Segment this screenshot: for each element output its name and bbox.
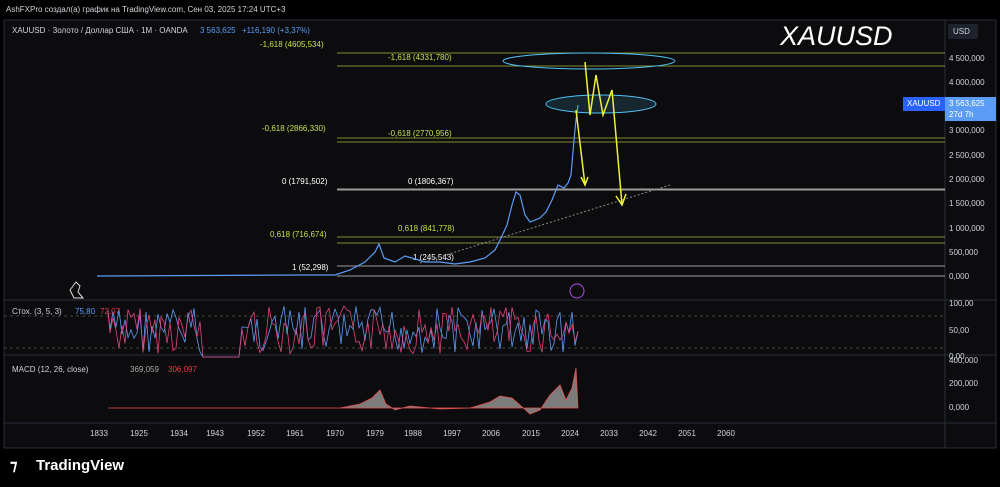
fib-label: -1,618 (4331,780): [388, 53, 452, 62]
time-tick-label: 2015: [522, 429, 540, 438]
price-tick-label: 2 000,000: [949, 175, 985, 184]
fib-label: -0,618 (2866,330): [262, 124, 326, 133]
price-badge-countdown: 27d 7h: [949, 110, 973, 119]
footer-brand: TradingView: [36, 457, 124, 474]
time-tick-label: 1988: [404, 429, 422, 438]
macd-histogram: [108, 367, 579, 415]
fib-label: 0 (1791,502): [282, 177, 328, 186]
price-tick-label: 4 500,000: [949, 54, 985, 63]
stoch-d-line: [107, 305, 579, 358]
fib-label: 1 (245,543): [413, 253, 454, 262]
macd-tick-label: 400,000: [949, 356, 978, 365]
fib-label: -0,618 (2770,956): [388, 129, 452, 138]
macd-name: MACD (12, 26, close): [12, 365, 89, 374]
stoch-d: 72,07: [100, 307, 121, 316]
event-icon: [569, 283, 585, 299]
time-tick-label: 2033: [600, 429, 618, 438]
price-tick-label: 500,000: [949, 248, 978, 257]
projection-arrow: [584, 61, 627, 207]
symbol-change: +116,190 (+3,37%): [242, 26, 310, 35]
time-tick-label: 1979: [366, 429, 384, 438]
price-tick-label: 2 500,000: [949, 151, 985, 160]
fib-label: -1,618 (4605,534): [260, 40, 324, 49]
footer-logo: ⁊: [10, 457, 18, 474]
macd-value: 369,059: [130, 365, 159, 374]
stoch-name: Стох. (3, 5, 3): [12, 307, 62, 316]
price-badge-box: [945, 97, 996, 121]
price-tick-label: 1 500,000: [949, 199, 985, 208]
price-tick-label: 1 000,000: [949, 224, 985, 233]
price-tick-label: 4 000,000: [949, 78, 985, 87]
macd-signal: 306,097: [168, 365, 197, 374]
symbol-price: 3 563,625: [200, 26, 236, 35]
time-tick-label: 1952: [247, 429, 265, 438]
time-tick-label: 2051: [678, 429, 696, 438]
time-tick-label: 2024: [561, 429, 579, 438]
symbol-name: XAUUSD · Золото / Доллар США · 1M · OAND…: [12, 26, 188, 35]
time-tick-label: 1934: [170, 429, 188, 438]
author-line: AshFXPro создал(а) график на TradingView…: [6, 5, 286, 14]
time-tick-label: 1997: [443, 429, 461, 438]
time-tick-label: 1833: [90, 429, 108, 438]
chart-frame: [3, 19, 997, 449]
projection-arrow: [575, 109, 589, 187]
fib-lines: -1,618 (4605,534) -1,618 (4331,780) -0,618…: [260, 40, 945, 277]
time-tick-label: 2042: [639, 429, 657, 438]
time-tick-label: 2006: [482, 429, 500, 438]
fib-label: 1 (52,298): [292, 263, 329, 272]
stoch-k: 75,80: [75, 307, 96, 316]
price-line: [96, 104, 579, 277]
highlight-ellipse: [502, 52, 676, 70]
macd-tick-label: 200,000: [949, 379, 978, 388]
currency: USD: [953, 27, 970, 36]
macd-tick-label: 0,000: [949, 403, 970, 412]
watermark: XAUUSD: [779, 21, 893, 51]
fib-label: 0,618 (841,778): [398, 224, 455, 233]
axes: 4 500,000 4 000,000 3 000,000 2 500,000 2 00…: [90, 54, 985, 438]
stoch-tick-label: 100,00: [949, 299, 974, 308]
price-tick-label: 3 000,000: [949, 126, 985, 135]
price-badge-price: 3 563,625: [949, 99, 985, 108]
stoch-tick-label: 50,00: [949, 326, 970, 335]
stoch-k-line: [107, 305, 579, 358]
time-tick-label: 1970: [326, 429, 344, 438]
price-tick-label: 0,000: [949, 272, 970, 281]
fib-label: 0 (1806,367): [408, 177, 454, 186]
time-tick-label: 2060: [717, 429, 735, 438]
logo-icon: [69, 281, 85, 299]
price-badge-symbol: XAUUSD: [907, 99, 941, 108]
price-badge-symbol-box: [903, 97, 945, 111]
stoch-tick-label: 0,00: [949, 352, 965, 361]
fib-label: 0,618 (716,674): [270, 230, 327, 239]
currency-box: [948, 24, 978, 39]
time-tick-label: 1961: [286, 429, 304, 438]
time-tick-label: 1943: [206, 429, 224, 438]
time-tick-label: 1925: [130, 429, 148, 438]
